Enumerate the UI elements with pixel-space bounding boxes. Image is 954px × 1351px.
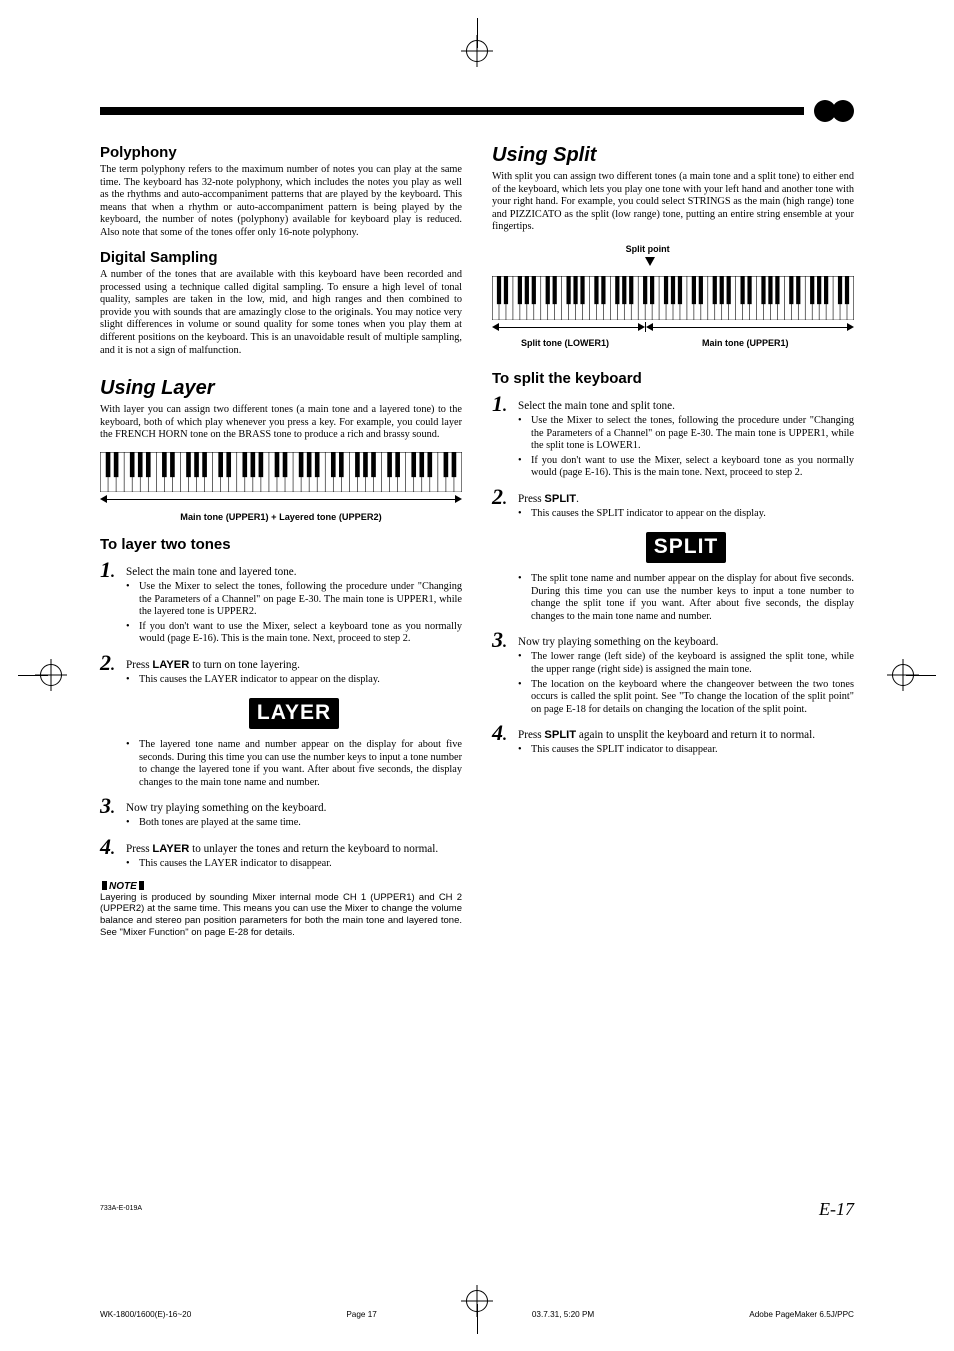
print-footer: WK-1800/1600(E)-16~20 Page 17 03.7.31, 5… — [100, 1310, 854, 1319]
bullet: The split tone name and number appear on… — [531, 573, 854, 623]
bullet: Use the Mixer to select the tones, follo… — [531, 415, 854, 453]
step-head: Press LAYER to turn on tone layering. — [126, 658, 462, 672]
step-head: Now try playing something on the keyboar… — [126, 801, 462, 815]
bullet: This causes the LAYER indicator to disap… — [139, 858, 462, 871]
polyphony-body: The term polyphony refers to the maximum… — [100, 164, 462, 239]
bullet: This causes the SPLIT indicator to disap… — [531, 744, 854, 757]
step-number: 4. — [492, 722, 518, 744]
step-number: 1. — [492, 393, 518, 415]
layer-step-2: 2. Press LAYER to turn on tone layering.… — [100, 652, 462, 792]
layer-step-4: 4. Press LAYER to unlayer the tones and … — [100, 836, 462, 873]
split-step-3: 3. Now try playing something on the keyb… — [492, 629, 854, 718]
step-head: Press SPLIT. — [518, 492, 854, 506]
doc-id: 733A-E-019A — [100, 1205, 142, 1212]
footer-app: Adobe PageMaker 6.5J/PPC — [749, 1310, 854, 1319]
step-number: 4. — [100, 836, 126, 858]
using-layer-lead: With layer you can assign two different … — [100, 404, 462, 442]
step-number: 2. — [100, 652, 126, 674]
step-head: Press LAYER to unlayer the tones and ret… — [126, 842, 462, 856]
left-column: Polyphony The term polyphony refers to t… — [100, 138, 464, 939]
layer-step-1: 1. Select the main tone and layered tone… — [100, 559, 462, 648]
sampling-body: A number of the tones that are available… — [100, 269, 462, 357]
split-zone-labels: Split tone (LOWER1) Main tone (UPPER1) — [492, 338, 854, 352]
step-number: 1. — [100, 559, 126, 581]
step-number: 2. — [492, 486, 518, 508]
bullet: If you don't want to use the Mixer, sele… — [139, 621, 462, 646]
layer-indicator: LAYER — [249, 698, 339, 729]
note-body: Layering is produced by sounding Mixer i… — [100, 892, 462, 940]
page: Polyphony The term polyphony refers to t… — [100, 100, 854, 1220]
layer-keyboard-figure — [100, 452, 462, 492]
polyphony-heading: Polyphony — [100, 144, 462, 161]
step-head: Press SPLIT again to unsplit the keyboar… — [518, 728, 854, 742]
split-keyboard-figure — [492, 276, 854, 320]
bullet: If you don't want to use the Mixer, sele… — [531, 455, 854, 480]
step-number: 3. — [492, 629, 518, 651]
sampling-heading: Digital Sampling — [100, 249, 462, 266]
bullet: This causes the SPLIT indicator to appea… — [531, 508, 854, 521]
using-split-lead: With split you can assign two different … — [492, 171, 854, 234]
layer-caption: Main tone (UPPER1) + Layered tone (UPPER… — [100, 512, 462, 522]
right-column: Using Split With split you can assign tw… — [492, 138, 854, 939]
split-step-2: 2. Press SPLIT. •This causes the SPLIT i… — [492, 486, 854, 626]
bullet: Use the Mixer to select the tones, follo… — [139, 581, 462, 619]
footer-page: Page 17 — [346, 1310, 377, 1319]
split-range-arrows — [492, 322, 854, 336]
layer-range-arrow — [100, 494, 462, 506]
bullet: The lower range (left side) of the keybo… — [531, 651, 854, 676]
step-head: Select the main tone and layered tone. — [126, 565, 462, 579]
layer-step-3: 3. Now try playing something on the keyb… — [100, 795, 462, 832]
split-point-label: Split point — [492, 244, 854, 270]
split-indicator: SPLIT — [646, 532, 727, 563]
bullet: The location on the keyboard where the c… — [531, 679, 854, 717]
using-layer-heading: Using Layer — [100, 377, 462, 400]
layer-subhead: To layer two tones — [100, 536, 462, 553]
step-head: Now try playing something on the keyboar… — [518, 635, 854, 649]
bullet: The layered tone name and number appear … — [139, 739, 462, 789]
step-number: 3. — [100, 795, 126, 817]
footer-file: WK-1800/1600(E)-16~20 — [100, 1310, 191, 1319]
page-number: E-17 — [819, 1199, 854, 1220]
footer-time: 03.7.31, 5:20 PM — [532, 1310, 594, 1319]
step-head: Select the main tone and split tone. — [518, 399, 854, 413]
using-split-heading: Using Split — [492, 144, 854, 167]
split-subhead: To split the keyboard — [492, 370, 854, 387]
bullet: Both tones are played at the same time. — [139, 817, 462, 830]
split-step-1: 1. Select the main tone and split tone. … — [492, 393, 854, 482]
bullet: This causes the LAYER indicator to appea… — [139, 674, 462, 687]
split-step-4: 4. Press SPLIT again to unsplit the keyb… — [492, 722, 854, 759]
note-heading: NOTE — [100, 881, 462, 892]
header-decoration — [100, 100, 854, 128]
